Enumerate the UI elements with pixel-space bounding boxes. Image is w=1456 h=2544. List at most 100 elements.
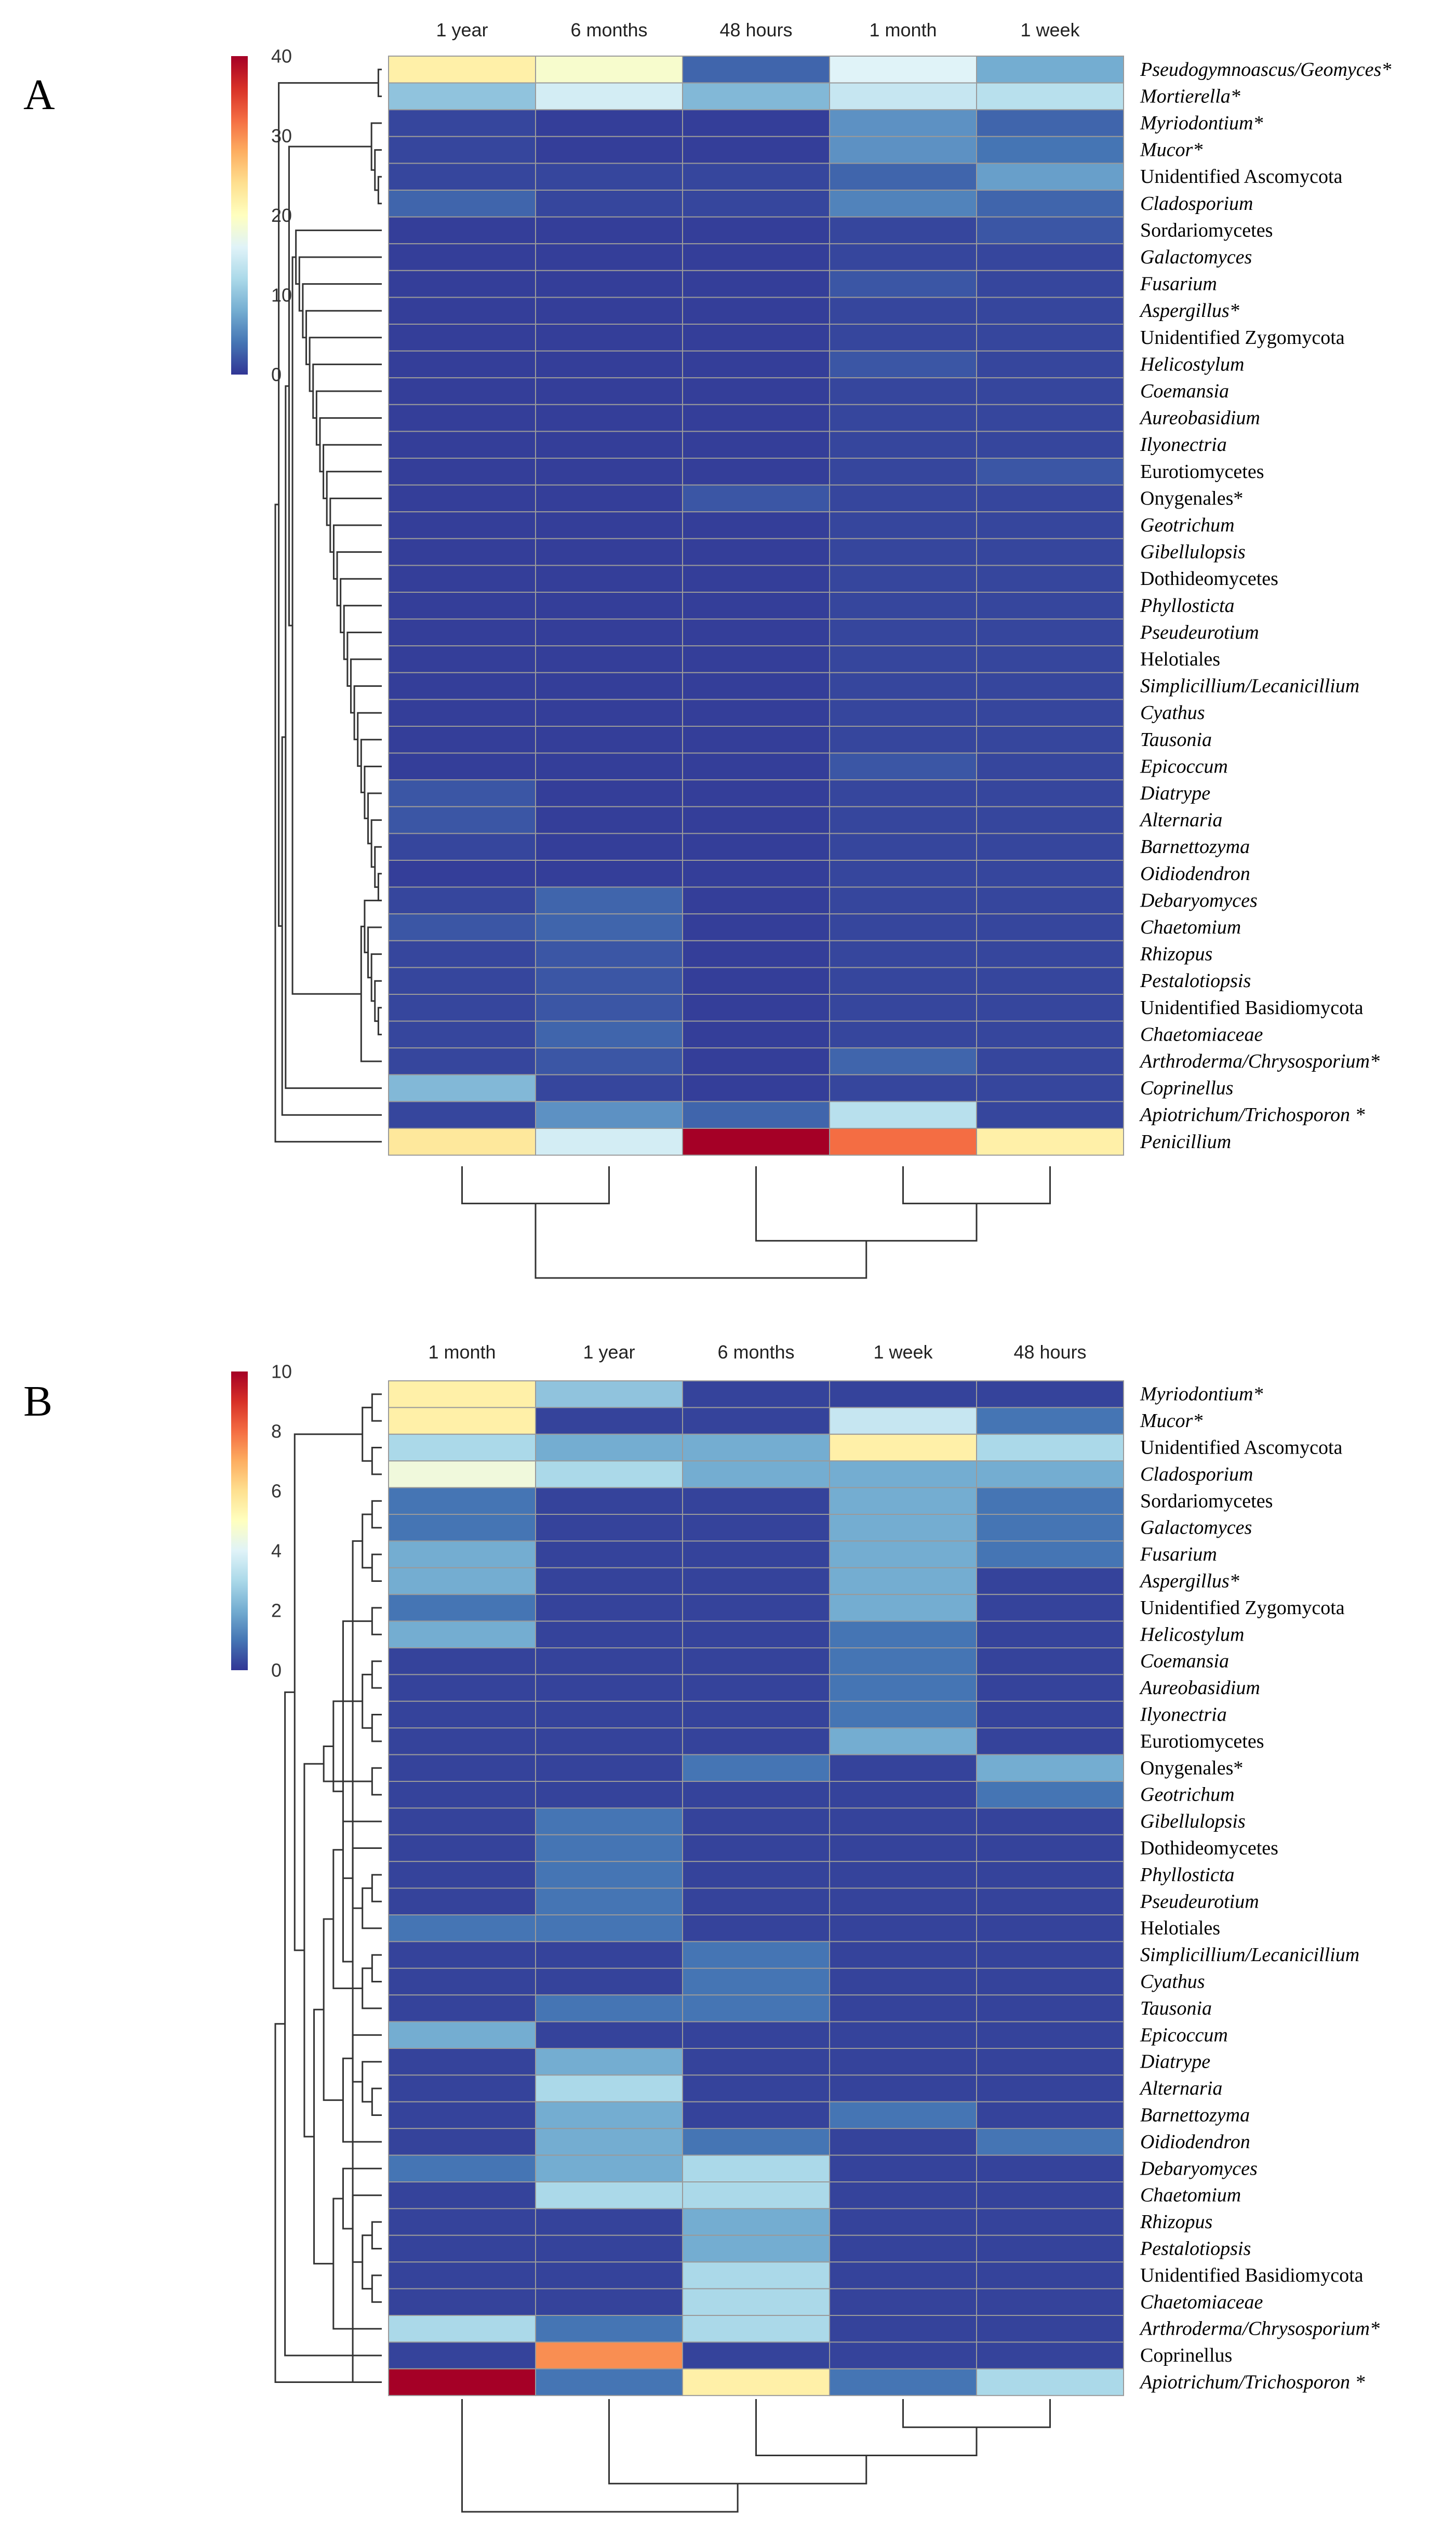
cell-b-barnettozyma-1-month — [388, 2101, 536, 2129]
cell-b-barnettozyma-6-months — [682, 2101, 830, 2129]
cell-a-mucor-1-year — [388, 136, 536, 164]
cell-a-ilyonectria-48-hours — [682, 431, 830, 459]
cell-b-myriodontium-6-months — [682, 1380, 830, 1408]
cell-b-mucor-6-months — [682, 1407, 830, 1435]
cell-b-unidentified-basidiomycota-1-year — [535, 2261, 683, 2289]
cell-b-simplicillium-lecanicillium-1-year — [535, 1941, 683, 1969]
cell-a-aspergillus-1-week — [976, 297, 1124, 325]
row-label-a-tausonia: Tausonia — [1140, 729, 1212, 751]
cell-a-tausonia-48-hours — [682, 726, 830, 754]
row-label-b-chaetomiaceae: Chaetomiaceae — [1140, 2291, 1263, 2313]
row-label-a-dothideomycetes: Dothideomycetes — [1140, 568, 1278, 590]
row-dendrogram-b-link — [371, 2087, 382, 2116]
row-dendrogram-b-link — [352, 2034, 382, 2083]
color-legend-a — [231, 56, 248, 375]
row-dendrogram-a-link — [291, 256, 362, 995]
row-label-b-apiotrichum-trichosporon: Apiotrichum/Trichosporon * — [1139, 2372, 1365, 2393]
cell-b-oidiodendron-6-months — [682, 2128, 830, 2156]
col-label-b-1-month: 1 month — [428, 1341, 496, 1363]
row-label-b-galactomyces: Galactomyces — [1140, 1517, 1252, 1539]
row-dendrogram-b-link — [362, 1513, 372, 1569]
cell-b-dothideomycetes-1-month — [388, 1834, 536, 1862]
row-dendrogram-a-link — [274, 503, 382, 1143]
cell-a-helicostylum-1-week — [976, 350, 1124, 379]
row-label-b-tausonia: Tausonia — [1140, 1997, 1212, 2019]
cell-b-simplicillium-lecanicillium-1-week — [829, 1941, 977, 1969]
cell-a-gibellulopsis-1-year — [388, 538, 536, 566]
cell-b-gibellulopsis-1-month — [388, 1807, 536, 1835]
cell-a-chaetomium-1-week — [976, 913, 1124, 941]
cell-a-oidiodendron-1-month — [829, 860, 977, 888]
cell-b-cladosporium-1-month — [388, 1460, 536, 1488]
legend-tick-b-2: 2 — [271, 1600, 282, 1621]
cell-a-diatrype-1-month — [829, 779, 977, 807]
cell-b-unidentified-zygomycota-1-year — [535, 1594, 683, 1622]
cell-a-chaetomiaceae-1-month — [829, 1020, 977, 1049]
col-label-b-1-year: 1 year — [583, 1341, 635, 1363]
cell-a-pseudeurotium-1-week — [976, 618, 1124, 647]
row-dendrogram-b-link — [371, 1553, 382, 1582]
legend-tick-b-10: 10 — [271, 1361, 292, 1382]
row-label-a-ilyonectria: Ilyonectria — [1140, 434, 1227, 456]
row-label-a-galactomyces: Galactomyces — [1140, 246, 1252, 268]
cell-a-chaetomium-1-month — [829, 913, 977, 941]
cell-a-helotiales-1-year — [388, 645, 536, 673]
row-dendrogram-a-link — [377, 69, 382, 97]
cell-b-debaryomyces-1-week — [829, 2154, 977, 2183]
row-dendrogram-a-link — [323, 444, 382, 499]
row-dendrogram-b-link — [362, 1406, 372, 1462]
row-label-a-coprinellus: Coprinellus — [1140, 1077, 1233, 1099]
cell-a-pseudeurotium-1-month — [829, 618, 977, 647]
row-label-a-phyllosticta: Phyllosticta — [1140, 595, 1235, 617]
cell-a-penicillium-48-hours — [682, 1128, 830, 1156]
cell-a-apiotrichum-trichosporon-1-month — [829, 1101, 977, 1129]
cell-a-alternaria-1-year — [388, 806, 536, 834]
row-label-a-penicillium: Penicillium — [1140, 1131, 1231, 1153]
cell-b-aspergillus-48-hours — [976, 1567, 1124, 1595]
cell-a-coemansia-1-month — [829, 377, 977, 405]
cell-a-onygenales-1-month — [829, 484, 977, 513]
cell-b-cyathus-1-month — [388, 1967, 536, 1996]
cell-a-chaetomiaceae-1-week — [976, 1020, 1124, 1049]
cell-a-epicoccum-48-hours — [682, 752, 830, 781]
cell-a-alternaria-48-hours — [682, 806, 830, 834]
cell-b-galactomyces-1-week — [829, 1514, 977, 1542]
cell-a-pseudogymnoascus-geomyces-6-months — [535, 56, 683, 84]
cell-a-debaryomyces-48-hours — [682, 886, 830, 915]
row-dendrogram-a-link — [319, 417, 382, 473]
cell-b-oidiodendron-1-year — [535, 2128, 683, 2156]
col-label-a-48-hours: 48 hours — [719, 19, 792, 41]
cell-a-geotrichum-6-months — [535, 511, 683, 539]
cell-b-geotrichum-1-week — [829, 1781, 977, 1809]
cell-b-diatrype-1-month — [388, 2048, 536, 2076]
cell-b-mucor-1-week — [829, 1407, 977, 1435]
row-dendrogram-a-link — [364, 899, 382, 953]
cell-b-unidentified-ascomycota-48-hours — [976, 1433, 1124, 1462]
cell-b-aureobasidium-6-months — [682, 1674, 830, 1702]
cell-a-ilyonectria-1-year — [388, 431, 536, 459]
row-dendrogram-a-link — [285, 385, 382, 1089]
cell-a-aureobasidium-48-hours — [682, 404, 830, 432]
cell-b-tausonia-1-year — [535, 1994, 683, 2022]
cell-b-phyllosticta-6-months — [682, 1861, 830, 1889]
cell-a-onygenales-6-months — [535, 484, 683, 513]
row-label-b-onygenales: Onygenales* — [1140, 1757, 1243, 1779]
row-dendrogram-b-link — [332, 1849, 363, 1989]
row-label-a-cyathus: Cyathus — [1140, 702, 1205, 724]
row-label-a-debaryomyces: Debaryomyces — [1140, 889, 1258, 911]
row-dendrogram-b-link — [293, 1433, 363, 1951]
cell-a-aureobasidium-1-month — [829, 404, 977, 432]
cell-a-pseudogymnoascus-geomyces-1-week — [976, 56, 1124, 84]
cell-a-diatrype-1-year — [388, 779, 536, 807]
cell-b-aspergillus-6-months — [682, 1567, 830, 1595]
cell-a-unidentified-zygomycota-6-months — [535, 324, 683, 352]
cell-b-tausonia-1-month — [388, 1994, 536, 2022]
row-dendrogram-b-link — [362, 1673, 372, 1729]
row-dendrogram-a-link — [377, 1007, 382, 1035]
cell-b-cladosporium-6-months — [682, 1460, 830, 1488]
cell-a-apiotrichum-trichosporon-6-months — [535, 1101, 683, 1129]
row-label-b-aureobasidium: Aureobasidium — [1139, 1677, 1260, 1699]
legend-tick-b-4: 4 — [271, 1540, 282, 1562]
cell-b-mucor-1-month — [388, 1407, 536, 1435]
row-dendrogram-a-link — [367, 926, 382, 979]
